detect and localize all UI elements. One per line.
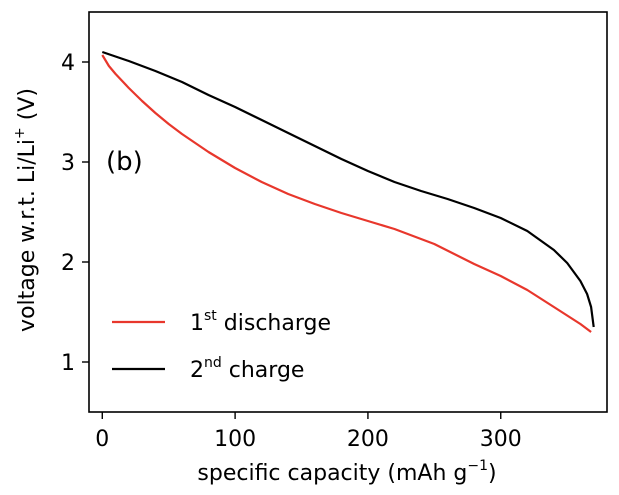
x-tick-label: 100 xyxy=(214,427,256,452)
x-tick-label: 200 xyxy=(347,427,389,452)
x-axis-ticks: 0 100 200 300 xyxy=(95,412,522,452)
x-tick-label: 300 xyxy=(480,427,522,452)
y-tick-label: 1 xyxy=(61,351,75,376)
series-line-discharge xyxy=(101,54,592,333)
legend-label-discharge: 1st discharge xyxy=(190,308,331,336)
y-tick-label: 3 xyxy=(61,151,75,176)
y-tick-label: 4 xyxy=(61,51,75,76)
y-axis-label: voltage w.r.t. Li/Li+ (V) xyxy=(12,88,40,332)
plot-frame xyxy=(88,11,608,413)
x-axis-label: specific capacity (mAh g−1) xyxy=(197,458,496,486)
legend: 1st discharge 2nd charge xyxy=(112,308,331,383)
plot-series xyxy=(101,50,595,333)
legend-label-charge: 2nd charge xyxy=(190,355,304,383)
x-tick-label: 0 xyxy=(95,427,109,452)
panel-label: (b) xyxy=(106,147,143,177)
series-line-charge xyxy=(101,50,595,328)
y-axis-ticks: 1 2 3 4 xyxy=(61,51,89,376)
y-tick-label: 2 xyxy=(61,251,75,276)
